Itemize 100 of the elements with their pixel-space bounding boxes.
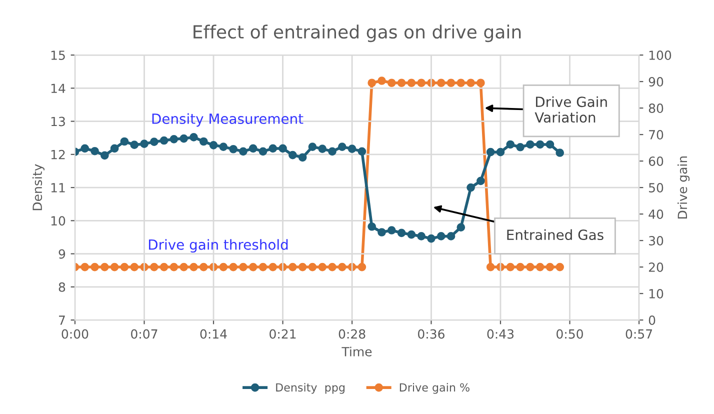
point — [358, 147, 366, 156]
point — [308, 142, 317, 151]
point — [536, 262, 544, 272]
point — [100, 262, 109, 272]
y-tick-label: 10 — [51, 216, 66, 226]
point — [556, 148, 564, 157]
point — [466, 183, 475, 192]
point — [268, 262, 278, 272]
point — [110, 262, 119, 272]
y2-tick-label: 90 — [648, 77, 664, 86]
point — [130, 140, 139, 149]
point — [348, 144, 356, 153]
point — [407, 230, 416, 239]
y-tick-label: 13 — [51, 116, 65, 126]
legend-label: Density ppg — [276, 383, 344, 394]
point — [308, 262, 317, 272]
y2-tick-label: 50 — [649, 183, 664, 192]
point — [120, 262, 129, 272]
point — [248, 262, 258, 272]
y-tick-label: 12 — [51, 150, 65, 160]
point — [427, 234, 436, 243]
point — [476, 78, 485, 88]
point — [170, 135, 178, 144]
point — [328, 147, 336, 156]
point — [90, 262, 99, 272]
point — [130, 262, 139, 272]
point — [100, 151, 109, 160]
point — [170, 262, 178, 272]
point — [219, 262, 228, 272]
point — [160, 262, 168, 272]
y2-tick-label: 20 — [648, 262, 664, 272]
y-tick-label: 8 — [58, 282, 66, 292]
point — [160, 136, 168, 145]
point — [506, 262, 515, 272]
point — [456, 78, 466, 88]
point — [239, 262, 248, 272]
point — [456, 223, 466, 232]
x-tick-label: 0:36 — [418, 329, 444, 339]
x-tick-label: 0:28 — [338, 329, 366, 339]
point — [150, 262, 158, 272]
point — [229, 262, 238, 272]
point — [368, 222, 376, 231]
annotation: Drive Gain Variation — [534, 96, 607, 123]
point — [120, 137, 129, 146]
x-tick-label: 0:21 — [270, 329, 296, 339]
point — [387, 226, 396, 234]
x-tick-label: 0:50 — [556, 329, 583, 339]
point — [486, 262, 495, 272]
point — [199, 137, 208, 146]
annotation: Density Measurement — [152, 113, 304, 127]
point — [298, 262, 307, 272]
point — [466, 78, 475, 88]
point — [190, 133, 198, 142]
y-axis-title: Density — [32, 164, 44, 210]
chart-title: Effect of entrained gas on drive gain — [194, 24, 521, 42]
point — [318, 144, 327, 153]
point — [110, 144, 119, 153]
y-tick-label: 7 — [59, 316, 65, 325]
x-tick-label: 0:43 — [487, 329, 514, 339]
point — [417, 78, 426, 88]
point — [248, 144, 258, 153]
point — [80, 262, 90, 272]
x-axis-title: Time — [342, 346, 372, 356]
point — [536, 140, 544, 149]
y-tick-label: 15 — [51, 50, 65, 60]
point — [219, 142, 228, 151]
point — [368, 78, 376, 88]
point — [239, 147, 248, 156]
point — [506, 140, 515, 149]
x-tick-label: 0:00 — [62, 329, 88, 339]
point — [436, 78, 446, 88]
point — [209, 140, 218, 150]
point — [180, 262, 188, 272]
annotation: Drive gain threshold — [148, 239, 288, 253]
point — [516, 142, 524, 152]
point — [387, 78, 396, 88]
y2-axis-title: Drive gain — [677, 156, 690, 218]
y-tick-label: 14 — [51, 84, 66, 93]
point — [436, 232, 446, 240]
y2-tick-label: 10 — [649, 289, 664, 298]
point — [140, 140, 148, 148]
point — [338, 262, 346, 272]
point — [526, 262, 534, 272]
point — [80, 144, 90, 153]
point — [358, 262, 366, 272]
x-tick-label: 0:14 — [200, 329, 227, 339]
point — [150, 138, 158, 146]
point — [446, 78, 456, 88]
point — [516, 262, 524, 272]
legend-label: Drive gain % — [400, 383, 470, 394]
point — [496, 148, 505, 156]
y2-tick-label: 100 — [649, 50, 672, 60]
point — [190, 262, 198, 272]
y-tick-label: 11 — [51, 183, 65, 192]
point — [556, 262, 564, 272]
point — [268, 144, 278, 153]
point — [229, 144, 238, 154]
point — [278, 144, 287, 153]
point — [180, 134, 188, 143]
point — [338, 142, 346, 151]
